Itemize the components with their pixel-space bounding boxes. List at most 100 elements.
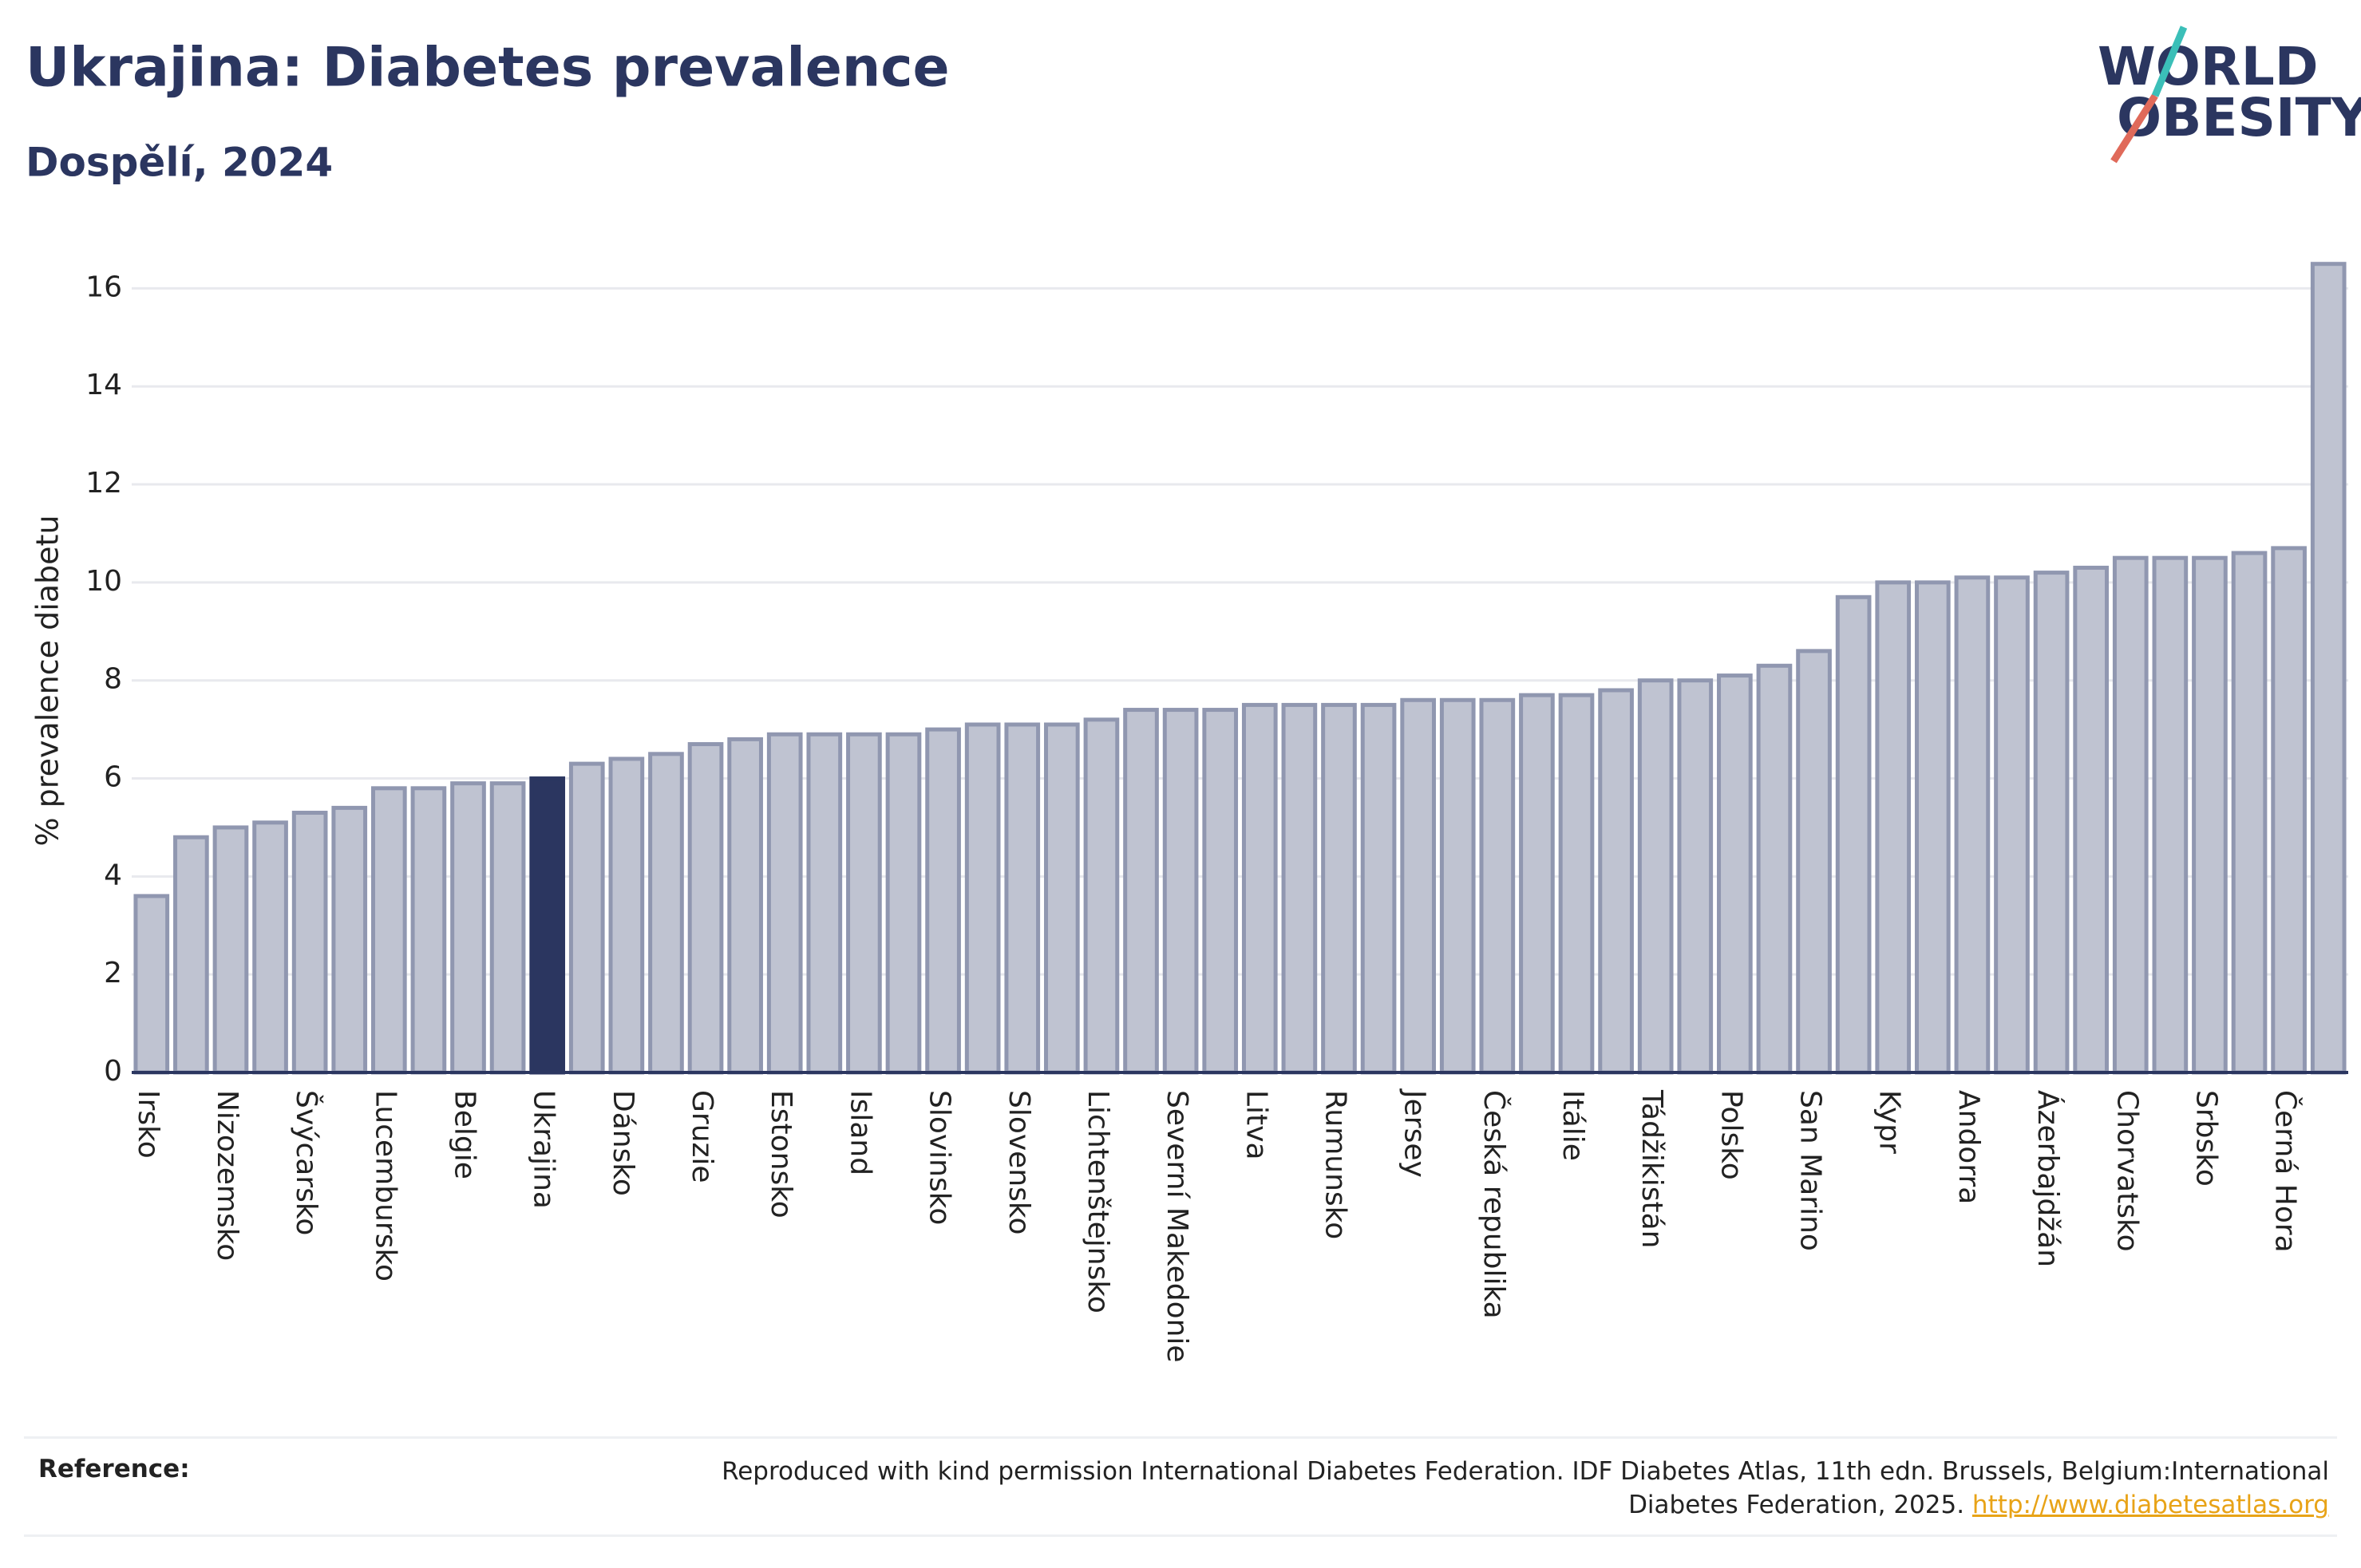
bar	[1321, 702, 1357, 1075]
bar	[608, 756, 645, 1075]
x-tick-label: Irsko	[132, 1090, 164, 1159]
bar	[1558, 693, 1595, 1075]
chart-subtitle: Dospělí, 2024	[26, 140, 333, 186]
x-tick-label: Dánsko	[607, 1090, 639, 1196]
bar	[173, 835, 209, 1075]
bar	[1637, 678, 1674, 1075]
bar	[568, 761, 605, 1075]
x-tick-label: Lucembursko	[369, 1090, 401, 1282]
reference-text: Reproduced with kind permission Internat…	[637, 1455, 2329, 1522]
x-tick-label: Litva	[1240, 1090, 1272, 1160]
y-axis-title: % prevalence diabetu	[30, 515, 65, 846]
x-tick-label: Jersey	[1398, 1088, 1431, 1178]
x-tick-label: Srbsko	[2189, 1090, 2222, 1187]
bar	[806, 732, 843, 1075]
bar	[2231, 551, 2268, 1075]
bar	[766, 732, 803, 1075]
bar	[133, 894, 170, 1075]
bar	[1994, 575, 2030, 1075]
bar	[648, 752, 684, 1075]
bar	[529, 776, 566, 1075]
x-tick-label: Polsko	[1714, 1090, 1747, 1180]
logo: WORLD OBESITY	[2098, 26, 2361, 164]
bar	[1439, 697, 1476, 1075]
x-tick-label: Česká republika	[1477, 1090, 1511, 1319]
x-tick-label: Slovensko	[1003, 1090, 1035, 1235]
x-tick-label: Ázerbajdžán	[2031, 1090, 2065, 1267]
y-tick-label: 16	[85, 271, 122, 303]
y-tick-label: 0	[104, 1055, 122, 1088]
bar	[964, 722, 1001, 1075]
bar	[2152, 555, 2189, 1075]
bar	[291, 811, 328, 1075]
bar	[1123, 708, 1159, 1075]
bar	[1677, 678, 1714, 1075]
x-tick-label: Švýcarsko	[290, 1090, 323, 1235]
bar	[1044, 722, 1080, 1075]
reference: Reference: Reproduced with kind permissi…	[24, 1436, 2337, 1537]
x-tick-label: Lichtenštejnsko	[1082, 1090, 1114, 1313]
x-tick-label: Severní Makedonie	[1161, 1090, 1193, 1363]
bar	[1954, 575, 1991, 1075]
bar	[1835, 594, 1872, 1075]
reference-body: Reproduced with kind permission Internat…	[722, 1457, 2329, 1519]
bar	[727, 737, 763, 1075]
x-tick-label: Tádžikistán	[1635, 1089, 1668, 1248]
bar	[846, 732, 882, 1075]
x-tick-label: Ukrajina	[528, 1090, 560, 1209]
reference-label: Reference:	[38, 1455, 190, 1483]
bar	[1598, 688, 1634, 1075]
bar	[212, 825, 249, 1075]
bar	[410, 786, 447, 1075]
bar	[489, 781, 526, 1075]
y-tick-label: 2	[104, 957, 122, 989]
x-tick-label: Gruzie	[686, 1090, 718, 1183]
bar	[1241, 702, 1278, 1075]
bar	[1360, 702, 1397, 1075]
x-tick-label: Belgie	[449, 1090, 481, 1179]
bar	[687, 742, 724, 1075]
reference-link[interactable]: http://www.diabetesatlas.org	[1971, 1491, 2329, 1519]
logo-slash	[2151, 26, 2188, 97]
x-tick-label: Itálie	[1556, 1090, 1589, 1161]
bar	[1875, 580, 1912, 1075]
x-tick-label: Nizozemsko	[211, 1090, 243, 1261]
bar	[1281, 702, 1318, 1075]
logo-slash	[2110, 93, 2158, 164]
bar	[2310, 262, 2347, 1075]
bar	[1914, 580, 1951, 1075]
bar	[1083, 717, 1120, 1075]
bar	[2112, 555, 2149, 1075]
bar	[1400, 697, 1436, 1075]
x-tick-label: Slovinsko	[923, 1090, 956, 1225]
y-tick-label: 6	[104, 761, 122, 794]
bar	[1162, 708, 1199, 1075]
x-tick-label: Island	[844, 1090, 876, 1175]
x-tick-label: Estonsko	[765, 1090, 797, 1218]
logo-text: OBESITY	[2117, 87, 2361, 148]
bar	[2033, 571, 2070, 1075]
bar	[331, 805, 368, 1075]
bar	[885, 732, 922, 1075]
bar	[1479, 697, 1516, 1075]
bar	[1519, 693, 1555, 1075]
x-tick-label: Černá Hora	[2269, 1090, 2303, 1253]
bar	[1004, 722, 1041, 1075]
y-tick-label: 8	[104, 663, 122, 696]
chart-title: Ukrajina: Diabetes prevalence	[26, 37, 950, 100]
y-tick-label: 4	[104, 859, 122, 891]
x-tick-label: Andorra	[1952, 1090, 1985, 1204]
bar	[450, 781, 486, 1075]
logo-text: WORLD	[2098, 36, 2319, 97]
bar	[2073, 565, 2110, 1075]
bar	[370, 786, 407, 1075]
bar	[925, 727, 961, 1075]
y-tick-label: 14	[85, 369, 122, 401]
x-tick-label: San Marino	[1794, 1090, 1827, 1251]
bar	[2271, 546, 2307, 1075]
bar	[1202, 708, 1239, 1075]
bar	[2192, 555, 2228, 1075]
bar	[1796, 649, 1832, 1075]
chart: Ukrajina: Diabetes prevalence Dospělí, 2…	[26, 26, 2361, 1363]
